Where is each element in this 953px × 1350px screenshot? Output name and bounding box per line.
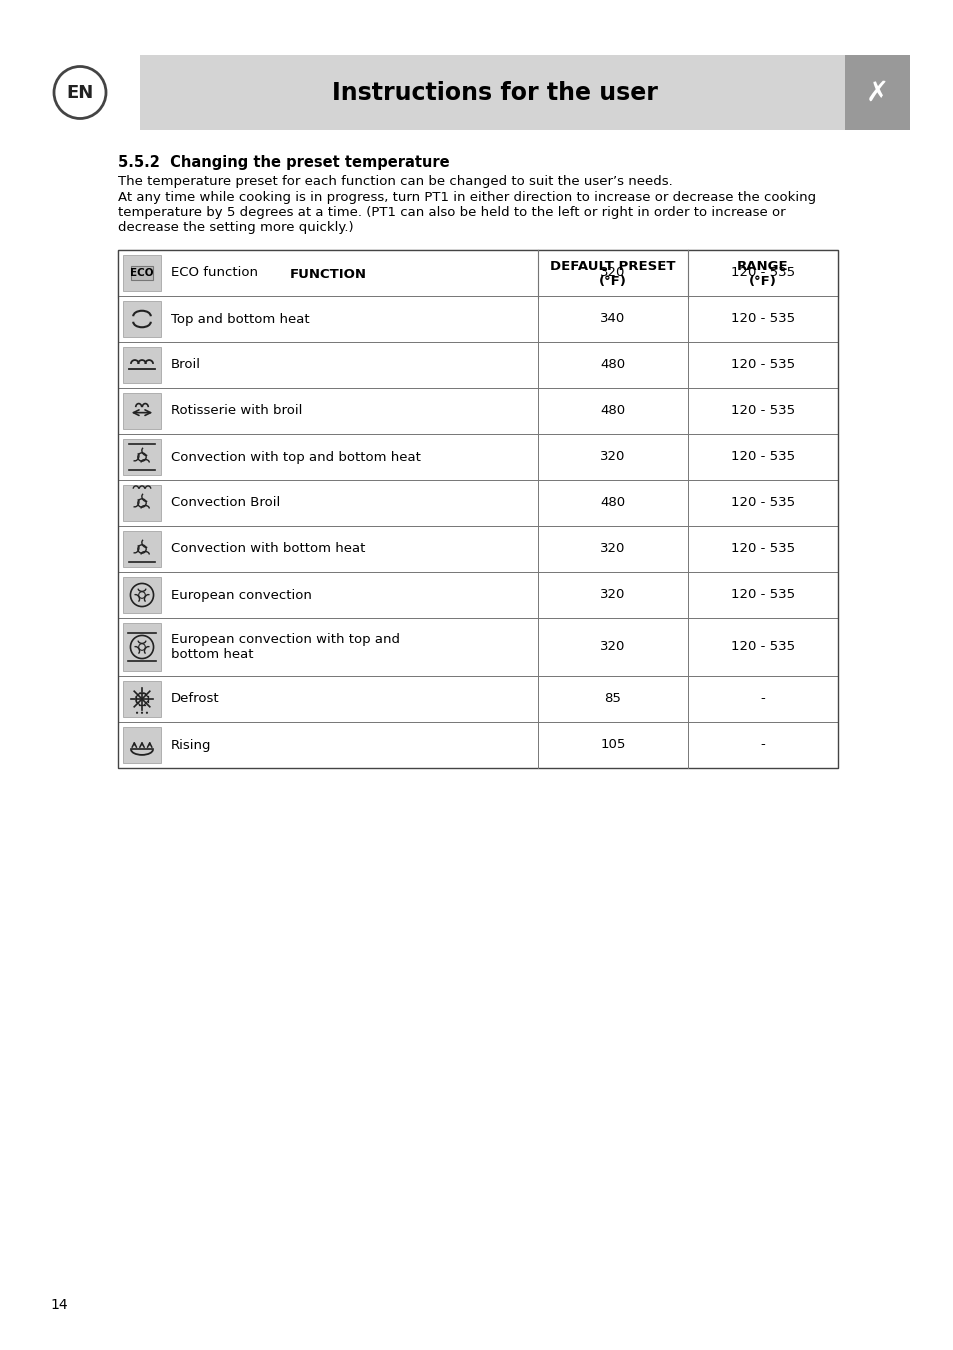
Text: 320: 320 (599, 543, 625, 555)
Text: Convection with top and bottom heat: Convection with top and bottom heat (171, 451, 420, 463)
Text: Top and bottom heat: Top and bottom heat (171, 312, 310, 325)
Bar (118, 572, 837, 618)
Text: RANGE
(°F): RANGE (°F) (737, 261, 788, 288)
Text: 120 - 535: 120 - 535 (730, 451, 794, 463)
Text: Convection with bottom heat: Convection with bottom heat (171, 543, 365, 555)
Text: EN: EN (67, 84, 93, 101)
Text: 85: 85 (604, 693, 620, 706)
Text: Rising: Rising (171, 738, 212, 752)
Text: 120 - 535: 120 - 535 (730, 497, 794, 509)
Text: -: - (760, 693, 764, 706)
Bar (118, 526, 837, 572)
Text: 320: 320 (599, 451, 625, 463)
Bar (844, 55, 909, 130)
Bar (118, 722, 837, 768)
Bar (118, 387, 837, 433)
Text: 120 - 535: 120 - 535 (730, 312, 794, 325)
Bar (123, 622, 161, 671)
Text: 120 - 535: 120 - 535 (730, 589, 794, 602)
Text: 480: 480 (599, 405, 625, 417)
Bar (118, 250, 837, 298)
Text: European convection with top and
bottom heat: European convection with top and bottom … (171, 633, 399, 662)
Text: 120 - 535: 120 - 535 (730, 640, 794, 653)
Text: ✗: ✗ (864, 78, 887, 107)
Text: temperature by 5 degrees at a time. (PT1 can also be held to the left or right i: temperature by 5 degrees at a time. (PT1… (118, 207, 785, 219)
Text: 320: 320 (599, 266, 625, 279)
Text: -: - (760, 738, 764, 752)
Bar (123, 393, 161, 429)
Bar (118, 433, 837, 481)
Text: 120 - 535: 120 - 535 (730, 405, 794, 417)
Text: At any time while cooking is in progress, turn PT1 in either direction to increa: At any time while cooking is in progress… (118, 190, 815, 204)
Text: Broil: Broil (171, 359, 201, 371)
Text: The temperature preset for each function can be changed to suit the user’s needs: The temperature preset for each function… (118, 176, 672, 188)
Circle shape (136, 711, 138, 714)
Bar (123, 485, 161, 521)
Bar (118, 250, 837, 296)
Bar (123, 531, 161, 567)
Text: decrease the setting more quickly.): decrease the setting more quickly.) (118, 221, 354, 235)
Text: European convection: European convection (171, 589, 312, 602)
Text: 320: 320 (599, 640, 625, 653)
Text: 120 - 535: 120 - 535 (730, 266, 794, 279)
Bar (118, 342, 837, 387)
Bar (118, 481, 837, 526)
Bar (123, 576, 161, 613)
Bar (118, 296, 837, 342)
Text: FUNCTION: FUNCTION (289, 267, 366, 281)
Bar (118, 250, 837, 768)
Bar (123, 255, 161, 292)
Bar (123, 439, 161, 475)
Text: 120 - 535: 120 - 535 (730, 543, 794, 555)
Bar (118, 618, 837, 676)
Bar (123, 301, 161, 338)
Bar (131, 266, 152, 281)
Text: 5.5.2  Changing the preset temperature: 5.5.2 Changing the preset temperature (118, 155, 449, 170)
Text: 105: 105 (599, 738, 625, 752)
Text: 340: 340 (599, 312, 625, 325)
Text: Instructions for the user: Instructions for the user (332, 81, 658, 104)
Bar (140, 55, 909, 130)
Text: 320: 320 (599, 589, 625, 602)
Bar (123, 680, 161, 717)
Circle shape (141, 711, 143, 714)
Text: 480: 480 (599, 359, 625, 371)
Bar (118, 676, 837, 722)
Text: Rotisserie with broil: Rotisserie with broil (171, 405, 302, 417)
Bar (123, 347, 161, 383)
Circle shape (146, 711, 148, 714)
Text: DEFAULT PRESET
(°F): DEFAULT PRESET (°F) (550, 261, 675, 288)
Text: ECO: ECO (131, 269, 153, 278)
Text: 14: 14 (50, 1297, 68, 1312)
Text: Defrost: Defrost (171, 693, 219, 706)
Bar (123, 728, 161, 763)
Text: 480: 480 (599, 497, 625, 509)
Text: 120 - 535: 120 - 535 (730, 359, 794, 371)
Text: Convection Broil: Convection Broil (171, 497, 280, 509)
Text: ECO function: ECO function (171, 266, 257, 279)
